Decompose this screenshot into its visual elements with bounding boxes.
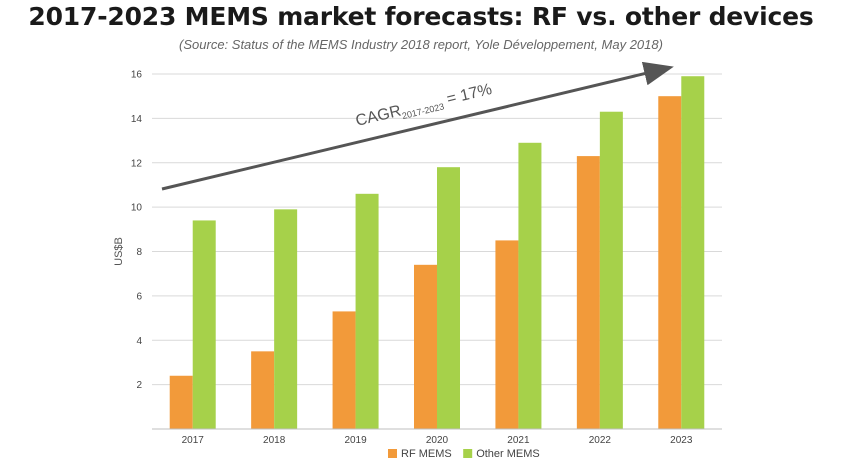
bar-other-mems: [599, 111, 623, 429]
bar-other-mems: [518, 142, 542, 429]
legend-swatch: [463, 449, 473, 458]
cagr-annotation: CAGR2017-2023 = 17%: [354, 81, 494, 132]
y-tick-label: 10: [131, 203, 143, 214]
x-tick-label: 2022: [589, 435, 612, 446]
bar-rf-mems: [414, 264, 437, 429]
x-tick-label: 2023: [670, 435, 693, 446]
bar-rf-mems: [251, 351, 275, 429]
chart-title: 2017-2023 MEMS market forecasts: RF vs. …: [28, 2, 814, 31]
bar-rf-mems: [576, 156, 600, 429]
legend-label: RF MEMS: [401, 448, 452, 460]
y-tick-label: 2: [136, 380, 142, 391]
bar-other-mems: [437, 167, 460, 429]
bar-other-mems: [274, 209, 298, 429]
x-tick-label: 2019: [344, 435, 367, 446]
x-tick-label: 2021: [507, 435, 530, 446]
y-tick-label: 4: [136, 336, 142, 347]
bar-other-mems: [681, 76, 705, 429]
bar-rf-mems: [332, 311, 356, 429]
y-tick-label: 8: [136, 247, 142, 258]
cagr-trend-arrow: [161, 61, 674, 191]
bar-other-mems: [355, 193, 379, 429]
legend-swatch: [388, 449, 397, 458]
x-tick-label: 2018: [263, 435, 286, 446]
y-tick-label: 12: [131, 158, 143, 169]
y-tick-label: 14: [131, 114, 143, 125]
bar-other-mems: [192, 220, 216, 429]
bar-rf-mems: [169, 375, 193, 429]
y-tick-label: 16: [131, 70, 143, 81]
x-tick-label: 2017: [182, 435, 205, 446]
y-tick-label: 6: [136, 291, 142, 302]
legend-label: Other MEMS: [476, 448, 540, 460]
bar-rf-mems: [658, 96, 682, 429]
chart-subtitle: (Source: Status of the MEMS Industry 201…: [179, 37, 663, 52]
bar-rf-mems: [495, 240, 519, 429]
x-tick-label: 2020: [426, 435, 449, 446]
y-axis-label: US$B: [113, 237, 125, 266]
